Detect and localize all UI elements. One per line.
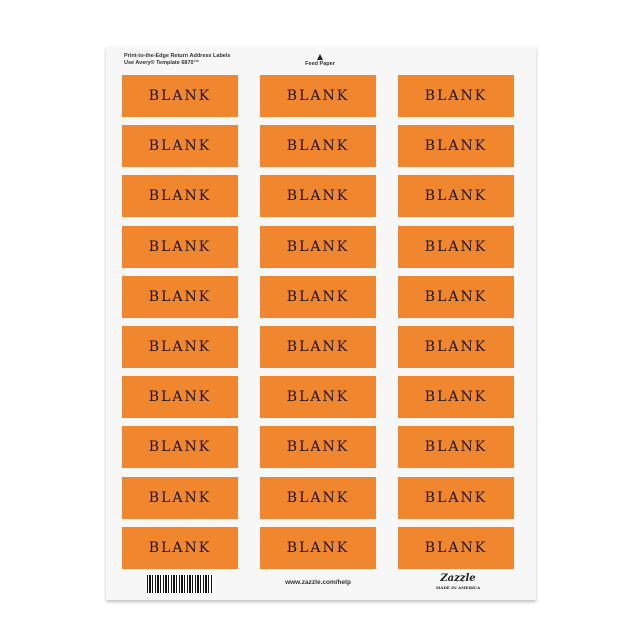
label: BLANK	[122, 125, 238, 168]
label: BLANK	[260, 275, 376, 318]
label: BLANK	[260, 75, 376, 117]
feed-paper-text: Feed Paper	[305, 61, 335, 67]
help-url: www.zazzle.com/help	[285, 579, 351, 586]
label: BLANK	[398, 175, 514, 218]
label: BLANK	[122, 326, 238, 368]
feed-paper-indicator: Feed Paper	[300, 54, 340, 67]
label: BLANK	[260, 476, 376, 519]
barcode	[147, 575, 213, 593]
label: BLANK	[122, 175, 238, 218]
label: BLANK	[122, 75, 238, 117]
label: BLANK	[398, 526, 514, 569]
label: BLANK	[398, 326, 514, 368]
label: BLANK	[260, 426, 376, 469]
label: BLANK	[398, 225, 514, 268]
sheet-template: Use Avery® Template 6870™	[124, 60, 200, 66]
up-arrow-icon	[317, 54, 323, 60]
zazzle-logo: Zazzle MADE IN AMERICA	[435, 573, 481, 591]
label: BLANK	[260, 526, 376, 569]
label: BLANK	[122, 225, 238, 268]
label: BLANK	[122, 476, 238, 519]
label: BLANK	[122, 526, 238, 569]
label: BLANK	[260, 125, 376, 168]
label: BLANK	[398, 426, 514, 469]
label: BLANK	[398, 125, 514, 168]
sheet-header: Print-to-the-Edge Return Address Labels …	[124, 53, 230, 67]
label: BLANK	[398, 476, 514, 519]
label: BLANK	[260, 376, 376, 419]
label: BLANK	[260, 225, 376, 268]
label: BLANK	[122, 376, 238, 419]
label: BLANK	[122, 275, 238, 318]
label: BLANK	[398, 75, 514, 117]
label: BLANK	[398, 275, 514, 318]
label: BLANK	[398, 376, 514, 419]
label: BLANK	[260, 326, 376, 368]
label: BLANK	[260, 175, 376, 218]
label: BLANK	[122, 426, 238, 469]
sheet-title: Print-to-the-Edge Return Address Labels	[124, 53, 231, 59]
